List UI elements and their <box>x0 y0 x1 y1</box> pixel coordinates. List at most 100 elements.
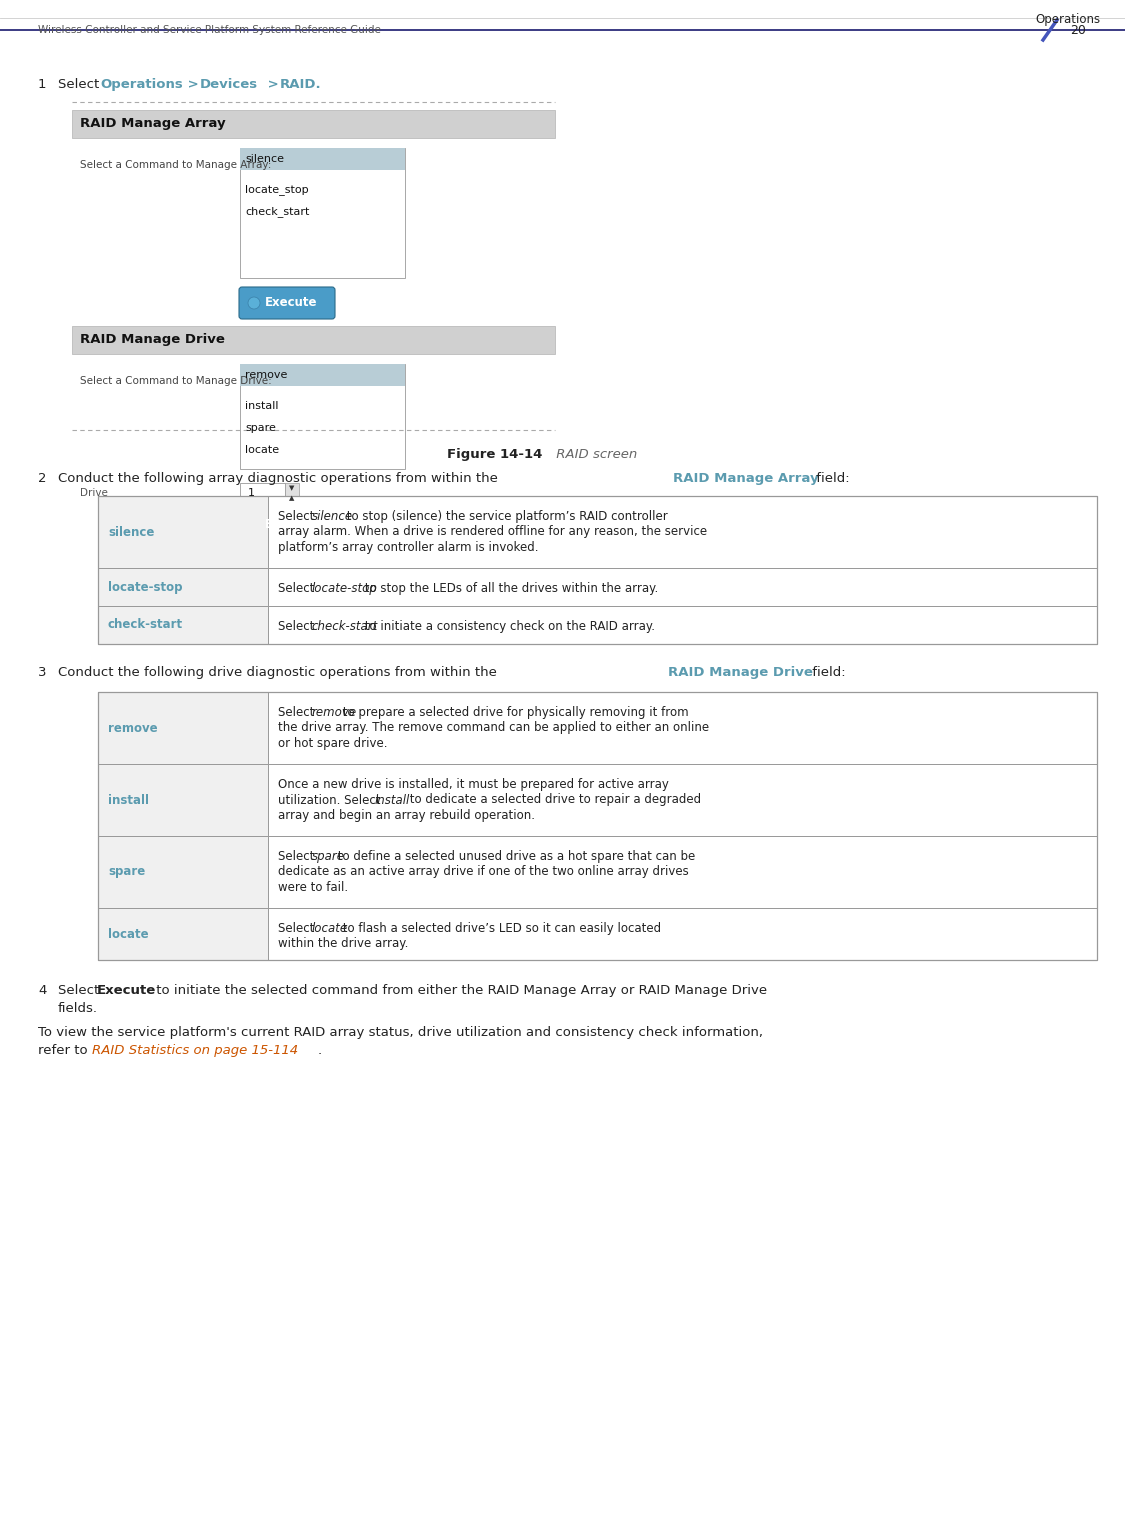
Text: Select: Select <box>58 984 104 997</box>
Text: Select a Command to Manage Array:: Select a Command to Manage Array: <box>80 159 271 170</box>
Bar <box>98 764 268 836</box>
Text: ▼: ▼ <box>289 484 295 490</box>
Text: >: > <box>183 77 204 91</box>
Text: remove: remove <box>108 721 158 735</box>
Bar <box>72 326 555 354</box>
Text: remove: remove <box>245 370 287 380</box>
Bar <box>98 764 1097 836</box>
Text: check-start: check-start <box>312 619 378 633</box>
Bar <box>98 908 268 959</box>
Text: RAID Manage Array: RAID Manage Array <box>673 472 819 484</box>
Text: array and begin an array rebuild operation.: array and begin an array rebuild operati… <box>278 809 536 823</box>
Text: Wireless Controller and Service Platform System Reference Guide: Wireless Controller and Service Platform… <box>38 24 381 35</box>
Text: Conduct the following drive diagnostic operations from within the: Conduct the following drive diagnostic o… <box>58 666 501 679</box>
Text: Select a Command to Manage Drive:: Select a Command to Manage Drive: <box>80 376 272 386</box>
Text: to stop the LEDs of all the drives within the array.: to stop the LEDs of all the drives withi… <box>361 581 659 595</box>
Text: Select: Select <box>278 850 318 864</box>
Bar <box>98 496 1097 568</box>
Text: spare: spare <box>245 424 276 433</box>
Text: were to fail.: were to fail. <box>278 880 348 894</box>
Text: silence: silence <box>245 153 284 164</box>
Bar <box>240 147 405 170</box>
Bar <box>98 836 268 908</box>
Bar <box>240 483 285 502</box>
Bar <box>98 692 1097 764</box>
Text: to flash a selected drive’s LED so it can easily located: to flash a selected drive’s LED so it ca… <box>339 921 662 935</box>
Text: install: install <box>245 401 279 411</box>
Text: the drive array. The remove command can be applied to either an online: the drive array. The remove command can … <box>278 721 709 735</box>
Bar <box>240 147 405 278</box>
Text: .: . <box>318 1044 322 1057</box>
Text: Drive: Drive <box>80 487 108 498</box>
Text: to stop (silence) the service platform’s RAID controller: to stop (silence) the service platform’s… <box>343 510 668 524</box>
Text: locate: locate <box>312 921 348 935</box>
Text: ▲: ▲ <box>289 495 295 501</box>
Bar <box>98 606 1097 644</box>
Text: Select: Select <box>278 619 318 633</box>
Bar <box>98 568 1097 606</box>
Text: array alarm. When a drive is rendered offline for any reason, the service: array alarm. When a drive is rendered of… <box>278 525 708 539</box>
FancyBboxPatch shape <box>238 509 335 540</box>
Text: Select: Select <box>58 77 104 91</box>
Text: locate-stop: locate-stop <box>312 581 378 595</box>
Text: Select: Select <box>278 921 318 935</box>
Text: field:: field: <box>812 472 849 484</box>
Bar <box>98 908 1097 959</box>
Text: RAID Manage Drive: RAID Manage Drive <box>80 334 225 346</box>
Text: field:: field: <box>808 666 846 679</box>
Text: RAID screen: RAID screen <box>552 448 638 461</box>
Text: locate_stop: locate_stop <box>245 185 308 196</box>
Text: to dedicate a selected drive to repair a degraded: to dedicate a selected drive to repair a… <box>406 794 702 806</box>
Text: Once a new drive is installed, it must be prepared for active array: Once a new drive is installed, it must b… <box>278 779 669 791</box>
Text: remove: remove <box>312 706 357 720</box>
Text: to define a selected unused drive as a hot spare that can be: to define a selected unused drive as a h… <box>334 850 695 864</box>
Text: RAID Statistics on page 15-114: RAID Statistics on page 15-114 <box>92 1044 298 1057</box>
Bar <box>98 836 1097 908</box>
Text: utilization. Select: utilization. Select <box>278 794 385 806</box>
Bar <box>98 496 1097 644</box>
Text: 1: 1 <box>248 487 255 498</box>
Text: RAID.: RAID. <box>280 77 322 91</box>
FancyBboxPatch shape <box>238 287 335 319</box>
Text: install: install <box>375 794 411 806</box>
Text: locate-stop: locate-stop <box>108 580 182 594</box>
Text: Figure 14-14: Figure 14-14 <box>447 448 542 461</box>
Text: Operations: Operations <box>1035 14 1100 26</box>
Bar <box>98 692 1097 959</box>
Text: to prepare a selected drive for physically removing it from: to prepare a selected drive for physical… <box>339 706 688 720</box>
Text: Execute: Execute <box>97 984 156 997</box>
Bar <box>285 483 299 502</box>
Text: 3: 3 <box>38 666 46 679</box>
Text: Execute: Execute <box>264 296 317 310</box>
Text: Devices: Devices <box>200 77 258 91</box>
Text: locate: locate <box>245 445 279 455</box>
Text: to initiate the selected command from either the RAID Manage Array or RAID Manag: to initiate the selected command from ei… <box>152 984 767 997</box>
Text: locate: locate <box>108 927 148 941</box>
Text: 1: 1 <box>38 77 46 91</box>
Text: install: install <box>108 794 148 806</box>
Text: to initiate a consistency check on the RAID array.: to initiate a consistency check on the R… <box>361 619 656 633</box>
Text: silence: silence <box>312 510 353 524</box>
Text: spare: spare <box>108 865 145 879</box>
Text: Operations: Operations <box>100 77 182 91</box>
Text: Execute: Execute <box>264 518 317 530</box>
Text: RAID Manage Drive: RAID Manage Drive <box>668 666 813 679</box>
Text: Select: Select <box>278 706 318 720</box>
Text: check_start: check_start <box>245 206 309 217</box>
Text: >: > <box>263 77 284 91</box>
Bar <box>98 496 268 568</box>
Bar <box>98 568 268 606</box>
Text: or hot spare drive.: or hot spare drive. <box>278 738 387 750</box>
Text: within the drive array.: within the drive array. <box>278 938 408 950</box>
Text: platform’s array controller alarm is invoked.: platform’s array controller alarm is inv… <box>278 540 539 554</box>
Text: spare: spare <box>312 850 345 864</box>
Text: Select: Select <box>278 510 318 524</box>
Circle shape <box>248 298 260 310</box>
Text: 4: 4 <box>38 984 46 997</box>
Text: 20: 20 <box>1070 23 1086 36</box>
Text: dedicate as an active array drive if one of the two online array drives: dedicate as an active array drive if one… <box>278 865 688 879</box>
Bar <box>240 364 405 386</box>
Text: Conduct the following array diagnostic operations from within the: Conduct the following array diagnostic o… <box>58 472 502 484</box>
Text: fields.: fields. <box>58 1002 98 1016</box>
Text: To view the service platform's current RAID array status, drive utilization and : To view the service platform's current R… <box>38 1026 763 1038</box>
